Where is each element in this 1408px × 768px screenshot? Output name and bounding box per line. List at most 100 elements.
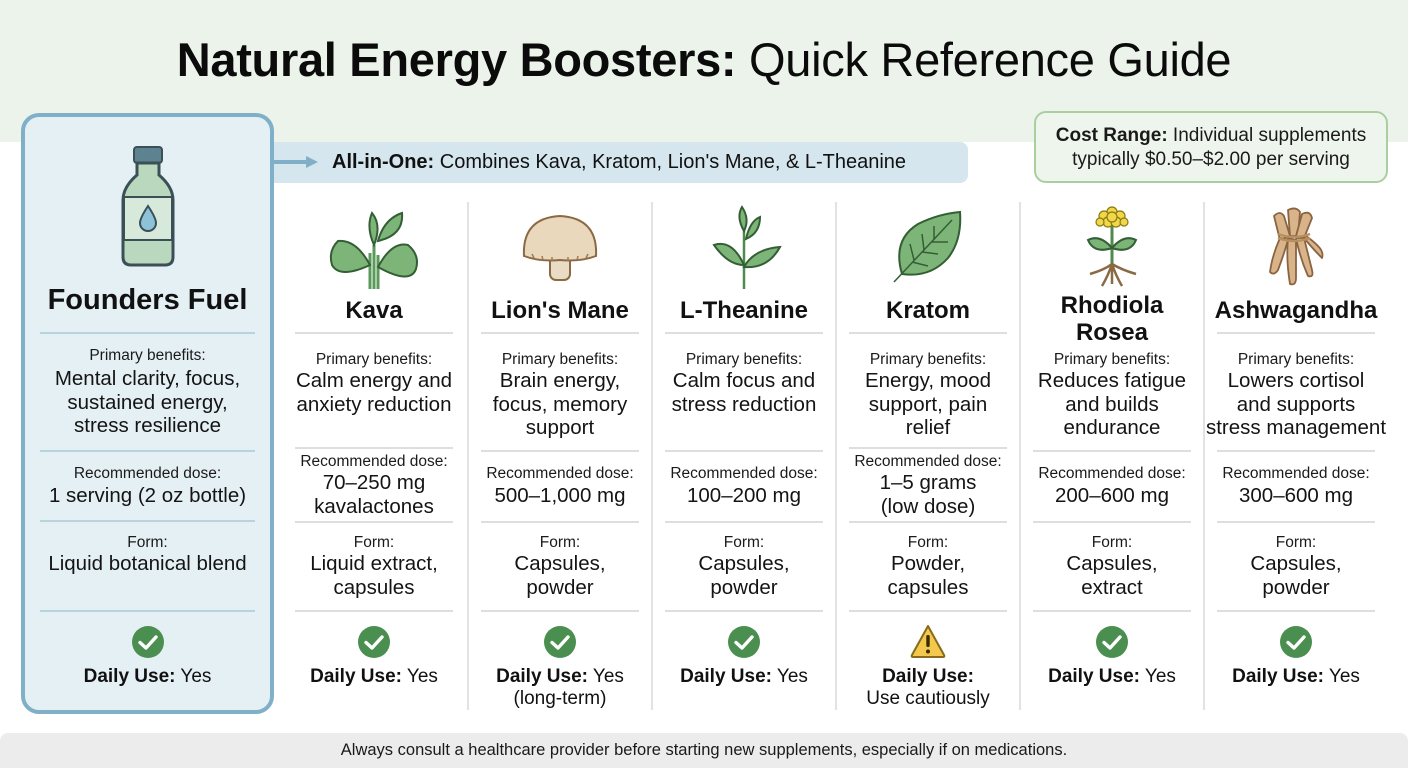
column-kratom: Kratom Primary benefits: Energy, mood sup… — [837, 0, 1019, 768]
dose-value: 100–200 mg — [687, 484, 801, 507]
form-value: Liquid botanical blend — [48, 552, 247, 575]
benefits-value: Mental clarity, focus, sustained energy, s… — [54, 367, 241, 437]
divider — [481, 332, 639, 334]
product-name: L-Theanine — [679, 297, 808, 324]
benefits-label: Primary benefits: — [501, 351, 619, 368]
dose-label: Recommended dose: — [854, 453, 1002, 470]
divider — [40, 520, 255, 522]
cost-range-label: Cost Range: — [1055, 125, 1168, 146]
daily-use: Daily Use: Yes — [310, 666, 438, 687]
divider — [665, 610, 823, 612]
disclaimer-footer: Always consult a healthcare provider bef… — [0, 733, 1408, 768]
benefits-label: Primary benefits: — [315, 351, 433, 368]
divider — [1217, 332, 1375, 334]
benefits-label: Primary benefits: — [89, 347, 206, 364]
flower-root-icon — [1086, 206, 1138, 287]
form-label: Form: — [1091, 534, 1133, 551]
dose-label: Recommended dose: — [300, 453, 448, 470]
divider — [849, 521, 1007, 523]
product-name: Founders Fuel — [47, 284, 248, 316]
divider — [40, 332, 255, 334]
dose-value: 500–1,000 mg — [494, 484, 626, 507]
form-label: Form: — [127, 534, 168, 551]
root-bundle-icon — [1269, 207, 1324, 286]
checkmark-icon — [358, 626, 390, 658]
daily-use: Daily Use: Yes — [83, 666, 212, 687]
dose-label: Recommended dose: — [1222, 465, 1370, 482]
cost-range-callout: Cost Range: Individual supplements typic… — [1034, 111, 1388, 183]
form-value: Capsules, powder — [698, 552, 790, 599]
divider — [849, 610, 1007, 612]
form-label: Form: — [353, 534, 395, 551]
divider — [665, 450, 823, 452]
divider — [665, 332, 823, 334]
form-value: Capsules, extract — [1066, 552, 1158, 599]
kava-plant-icon — [329, 211, 418, 289]
benefits-label: Primary benefits: — [869, 351, 987, 368]
benefits-value: Reduces fatigue and builds endurance — [1037, 369, 1187, 439]
form-label: Form: — [723, 534, 765, 551]
divider — [40, 610, 255, 612]
dose-value: 70–250 mg kavalactones — [314, 471, 434, 518]
dose-label: Recommended dose: — [670, 465, 818, 482]
checkmark-icon — [131, 626, 164, 658]
arrow-right-icon — [274, 156, 318, 168]
divider — [295, 332, 453, 334]
daily-use: Daily Use: Yes — [1048, 666, 1176, 687]
divider — [1217, 610, 1375, 612]
divider — [481, 610, 639, 612]
divider — [481, 450, 639, 452]
divider — [1033, 450, 1191, 452]
divider — [295, 521, 453, 523]
product-name: Kratom — [885, 297, 970, 324]
column-separator — [835, 202, 837, 710]
dose-label: Recommended dose: — [486, 465, 634, 482]
daily-use: Daily Use: Yes — [1232, 666, 1360, 687]
column-separator — [467, 202, 469, 710]
checkmark-icon — [544, 626, 576, 658]
all-in-one-banner: All-in-One: Combines Kava, Kratom, Lion'… — [274, 142, 968, 183]
bottle-icon — [121, 146, 174, 267]
benefits-label: Primary benefits: — [1237, 351, 1355, 368]
benefits-value: Calm focus and stress reduction — [671, 369, 817, 416]
mushroom-icon — [522, 214, 598, 281]
column-founders-fuel: Founders Fuel Primary benefits: Mental c… — [25, 0, 270, 768]
column-separator — [1019, 202, 1021, 710]
leaf-icon — [893, 210, 962, 283]
benefits-value: Lowers cortisol and supports stress manage… — [1205, 369, 1387, 439]
column-separator — [651, 202, 653, 710]
benefits-value: Brain energy, focus, memory support — [492, 369, 628, 439]
benefits-value: Energy, mood support, pain relief — [864, 369, 992, 439]
dose-value: 200–600 mg — [1055, 484, 1169, 507]
form-label: Form: — [1275, 534, 1317, 551]
divider — [1033, 610, 1191, 612]
column-kava: Kava Primary benefits: Calm energy and an… — [283, 0, 465, 768]
benefits-value: Calm energy and anxiety reduction — [295, 369, 453, 416]
dose-label: Recommended dose: — [1038, 465, 1186, 482]
checkmark-icon — [728, 626, 760, 658]
form-label: Form: — [907, 534, 949, 551]
checkmark-icon — [1096, 626, 1128, 658]
form-value: Powder, capsules — [887, 552, 969, 599]
product-name: Kava — [345, 297, 403, 324]
divider — [295, 610, 453, 612]
divider — [665, 521, 823, 523]
column-rhodiola-rosea: Rhodiola Rosea Primary benefits: Reduces … — [1021, 0, 1203, 768]
form-value: Capsules, powder — [1250, 552, 1342, 599]
divider — [849, 332, 1007, 334]
column-separator — [1203, 202, 1205, 710]
benefits-label: Primary benefits: — [1053, 351, 1171, 368]
dose-value: 1 serving (2 oz bottle) — [48, 484, 247, 507]
form-label: Form: — [539, 534, 581, 551]
dose-value: 300–600 mg — [1239, 484, 1353, 507]
product-name: Ashwagandha — [1214, 297, 1378, 324]
daily-use: Daily Use: Yes — [680, 666, 808, 687]
column-lions-mane: Lion's Mane Primary benefits: Brain ener… — [469, 0, 651, 768]
divider — [481, 521, 639, 523]
divider — [40, 450, 255, 452]
product-name: Lion's Mane — [491, 297, 629, 324]
divider — [1217, 450, 1375, 452]
benefits-label: Primary benefits: — [685, 351, 803, 368]
divider — [1217, 521, 1375, 523]
divider — [849, 447, 1007, 449]
